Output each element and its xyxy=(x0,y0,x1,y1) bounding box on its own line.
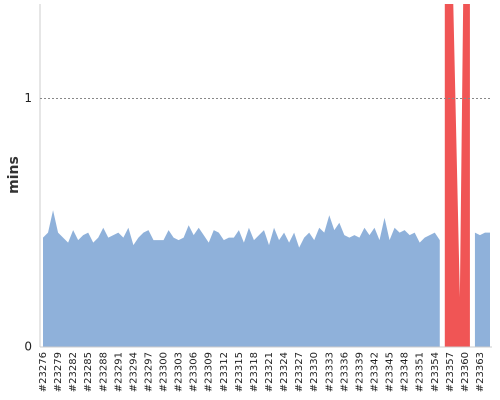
area-series xyxy=(43,210,490,347)
y-axis-label: mins xyxy=(6,156,22,194)
x-tick-label: #23306 xyxy=(189,352,200,392)
x-tick-label: #23357 xyxy=(445,352,456,392)
x-tick-label: #23300 xyxy=(159,352,170,392)
x-tick-label: #23348 xyxy=(400,352,411,392)
plot-area xyxy=(43,4,490,347)
x-tick-label: #23312 xyxy=(219,352,230,392)
x-tick-label: #23294 xyxy=(128,352,139,392)
x-tick-label: #23336 xyxy=(339,352,350,392)
x-tick-label: #23345 xyxy=(385,352,396,392)
x-tick-label: #23354 xyxy=(430,352,441,392)
x-tick-label: #23339 xyxy=(354,352,365,392)
x-tick-label: #23303 xyxy=(174,352,185,392)
x-tick-label: #23360 xyxy=(460,352,471,392)
x-tick-label: #23330 xyxy=(309,352,320,392)
x-tick-label: #23285 xyxy=(83,352,94,392)
x-tick-label: #23324 xyxy=(279,352,290,392)
y-tick-label: 0 xyxy=(24,340,32,354)
x-tick-label: #23291 xyxy=(113,352,124,392)
x-tick-label: #23315 xyxy=(234,352,245,392)
x-tick-label: #23363 xyxy=(475,352,486,392)
x-tick-label: #23321 xyxy=(264,352,275,392)
x-tick-label: #23279 xyxy=(53,352,64,392)
x-tick-label: #23333 xyxy=(324,352,335,392)
x-tick-label: #23342 xyxy=(369,352,380,392)
x-tick-label: #23327 xyxy=(294,352,305,392)
x-tick-label: #23309 xyxy=(204,352,215,392)
x-tick-label: #23282 xyxy=(68,352,79,392)
area-series xyxy=(444,4,470,347)
x-tick-label: #23351 xyxy=(415,352,426,392)
y-tick-label: 1 xyxy=(24,91,32,105)
x-tick-label: #23276 xyxy=(38,352,49,392)
x-tick-label: #23297 xyxy=(143,352,154,392)
x-tick-label: #23288 xyxy=(98,352,109,392)
x-tick-label: #23318 xyxy=(249,352,260,392)
